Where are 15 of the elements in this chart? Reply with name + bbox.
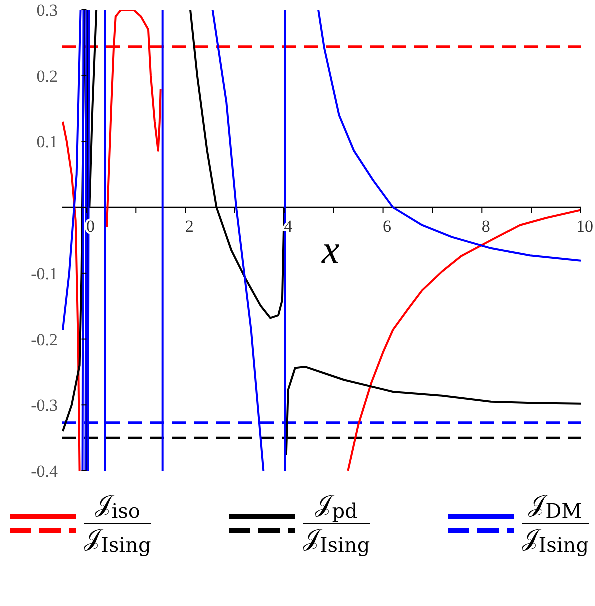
legend-label: 𝒥$_{DM}$ 𝒥$_{Ising}$: [522, 490, 589, 557]
x-tick-label: 6: [383, 217, 392, 236]
x-tick-label: 8: [482, 217, 490, 236]
y-tick-label: -0.2: [31, 330, 58, 350]
y-tick-label: -0.3: [31, 396, 58, 416]
x-axis-title: x: [322, 226, 340, 273]
legend-label: 𝒥$_{iso}$ 𝒥$_{Ising}$: [84, 490, 152, 557]
y-tick-label: 0.2: [36, 66, 58, 86]
y-tick-label: -0.1: [31, 264, 58, 284]
legend-label: 𝒥$_{pd}$ 𝒥$_{Ising}$: [302, 490, 370, 557]
y-tick-label: 0.3: [36, 1, 58, 20]
y-tick-label: 0.1: [36, 132, 58, 152]
x-tick-label: 2: [185, 217, 194, 236]
y-tick-label: -0.4: [31, 462, 58, 481]
x-tick-label: 10: [576, 217, 594, 236]
